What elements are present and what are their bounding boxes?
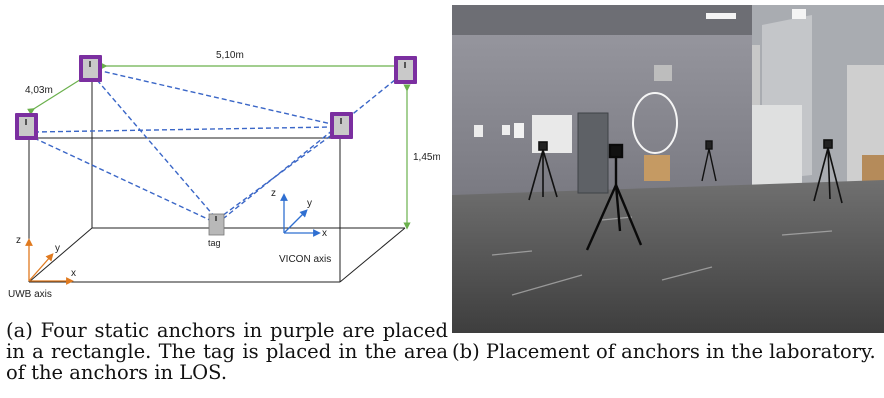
vicon-x-label: x (322, 228, 327, 239)
caption-a: (a) Four static anchors in purple are pl… (6, 320, 448, 383)
table (644, 155, 670, 181)
grey-door (578, 113, 608, 193)
vicon-axis-label: VICON axis (279, 254, 331, 265)
vicon-y-label: y (307, 198, 312, 209)
white-panel-door (752, 105, 802, 185)
anchor-front-left (15, 113, 38, 140)
distance-short-label: 4,03m (25, 85, 53, 96)
tag-device (209, 214, 224, 235)
dimension-lines (32, 66, 407, 226)
vicon-z-label: z (271, 188, 276, 199)
anchor-back-left (79, 55, 102, 82)
uwb-axis-label: UWB axis (8, 289, 52, 300)
uwb-axis-icon (29, 242, 70, 281)
los-lines (34, 70, 401, 222)
anchor-front-right (330, 112, 353, 139)
height-label: 1,45m (413, 152, 440, 163)
anchor-back-right (394, 56, 417, 84)
uwb-x-label: x (71, 268, 76, 279)
laboratory-photo (452, 5, 884, 333)
tag-label: tag (208, 238, 221, 248)
uwb-y-label: y (55, 243, 60, 254)
distance-long-label: 5,10m (216, 50, 244, 61)
caption-b: (b) Placement of anchors in the laborato… (452, 341, 884, 362)
uwb-z-label: z (16, 235, 21, 246)
anchor-layout-diagram: 5,10m 4,03m 1,45m tag z y x VICON axis (0, 0, 440, 310)
poster (532, 115, 572, 153)
